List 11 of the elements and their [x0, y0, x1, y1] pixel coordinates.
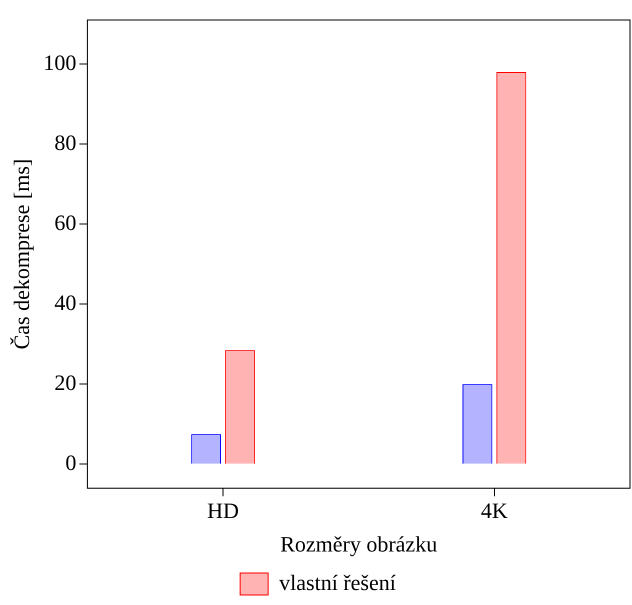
x-tick-label: 4K: [480, 498, 508, 524]
x-axis-title: Rozměry obrázku: [280, 532, 438, 557]
y-tick-label: 0: [65, 450, 76, 475]
y-axis-title: Čas dekomprese [ms]: [8, 158, 34, 350]
y-tick-label: 20: [54, 370, 76, 395]
y-tick-label: 80: [54, 130, 76, 155]
y-tick-label: 40: [54, 290, 76, 315]
legend-label: vlastní řešení: [279, 570, 396, 595]
x-tick-label: HD: [207, 498, 239, 524]
y-tick-label: 100: [43, 50, 76, 75]
y-tick-label: 60: [54, 210, 76, 235]
